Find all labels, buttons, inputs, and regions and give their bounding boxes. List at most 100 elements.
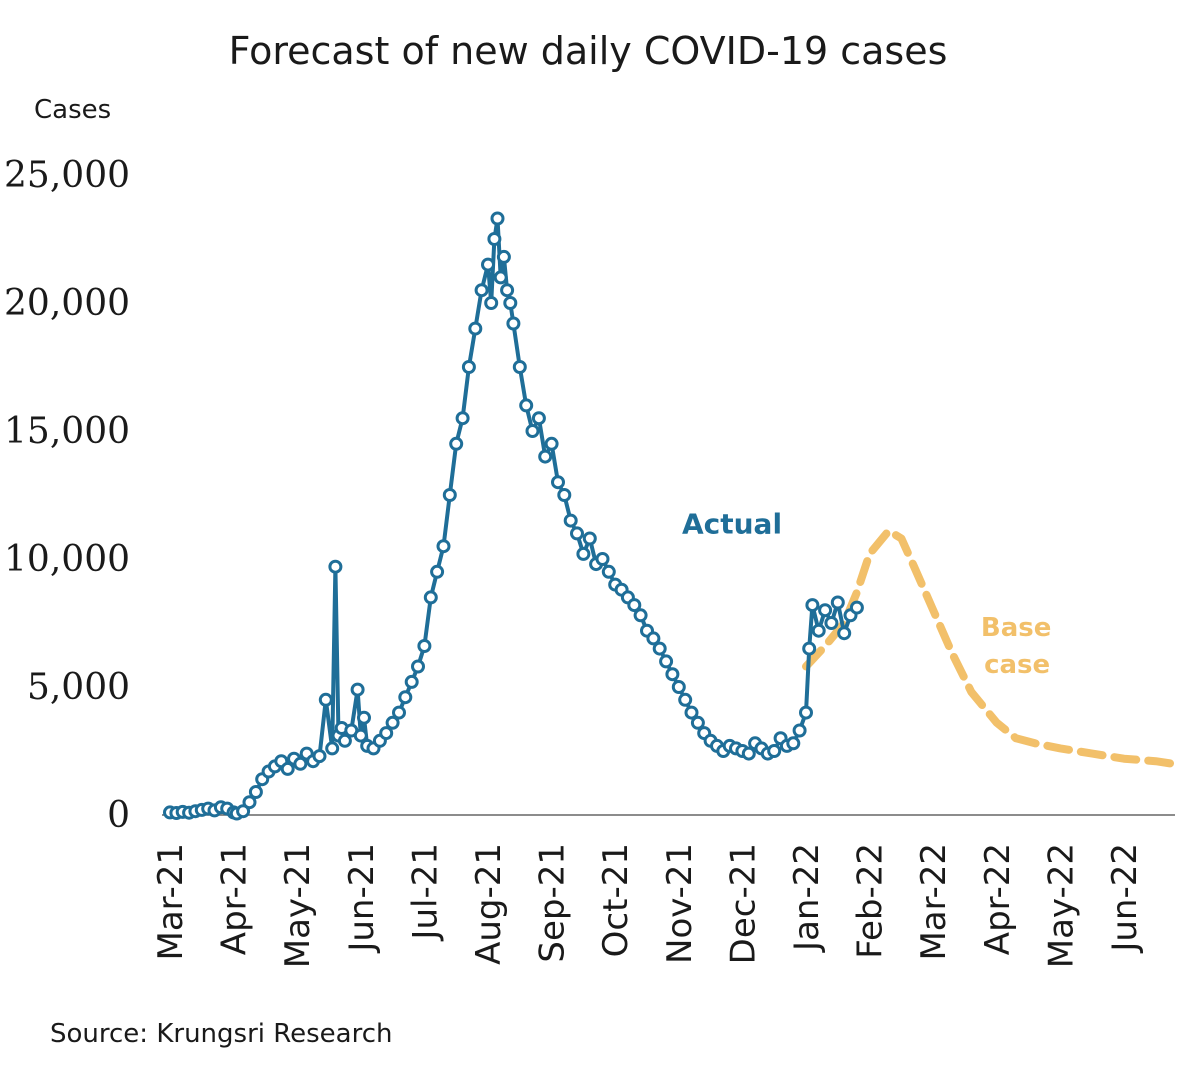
data-point-actual [678,692,693,707]
x-tick-label: Apr-21 [215,843,255,955]
source-note: Source: Krungsri Research [50,1019,393,1049]
data-point-actual [570,526,584,541]
data-point-actual [582,531,597,546]
x-tick-label: Jul-21 [405,843,445,942]
x-tick-label: May-21 [278,843,318,968]
data-point-actual [811,623,826,638]
data-point-actual [474,283,489,298]
data-point-actual [455,411,470,426]
data-point-actual [430,564,445,579]
data-point-actual [531,411,546,426]
data-point-actual [484,296,499,310]
y-tick-label: 0 [107,795,130,836]
x-tick-label: Dec-21 [723,843,763,964]
x-tick-label: May-22 [1041,843,1081,968]
data-point-actual [659,654,674,669]
data-point-actual [404,674,419,689]
x-tick-label: Nov-21 [660,843,700,964]
data-point-actual [337,733,352,748]
annotation-base-case-line1: Base [981,613,1051,643]
data-point-actual [544,436,559,451]
data-point-actual [767,744,782,758]
data-point-actual [538,449,553,464]
y-tick-label: 20,000 [4,283,130,324]
data-point-actual [481,257,495,272]
annotation-base-case-line2: case [984,650,1050,680]
x-tick-label: Sep-21 [533,843,573,963]
data-point-actual [411,659,425,674]
series-layer [163,211,1186,821]
chart-title: Forecast of new daily COVID-19 cases [229,29,948,73]
data-point-actual [802,641,817,656]
x-tick-label: Aug-21 [469,843,509,965]
data-point-actual [379,726,394,741]
data-point-actual [792,723,807,738]
data-point-actual [525,424,540,438]
x-tick-label: Mar-21 [151,843,191,961]
data-point-actual [398,690,413,705]
y-axis-label: Cases [34,95,111,125]
x-tick-label: Mar-22 [914,843,954,961]
data-point-actual [563,513,578,528]
data-point-actual [293,756,308,771]
series-line-base-case [802,526,1186,770]
data-point-actual [442,488,457,502]
data-point-actual [506,316,521,331]
data-point-actual [461,360,476,374]
data-point-actual [242,795,257,810]
data-point-actual [595,552,610,566]
data-point-actual [318,692,333,707]
data-point-actual [500,283,515,298]
x-tick-label: Feb-22 [851,843,891,959]
y-tick-label: 15,000 [4,411,130,452]
data-point-actual [665,667,680,682]
data-point-actual [652,641,667,656]
data-point-actual [280,761,295,776]
data-point-actual [493,270,508,285]
data-point-actual [519,398,534,413]
data-point-actual [312,749,327,764]
data-point-actual [849,600,864,615]
data-point-actual [646,631,661,646]
data-point-actual [576,546,591,561]
data-point-actual [392,705,406,720]
data-point-actual [805,598,820,613]
x-tick-label: Jun-22 [1105,843,1145,954]
data-point-actual [353,728,368,743]
data-point-actual [503,296,518,310]
x-tick-label: Oct-21 [596,843,636,957]
annotation-actual: Actual [682,507,782,540]
data-point-actual [512,360,527,374]
data-point-actual [325,741,340,756]
data-point-actual [385,715,400,730]
data-point-actual [741,746,756,761]
data-point-actual [350,682,365,697]
data-point-actual [236,804,251,819]
data-point-actual [449,436,464,451]
data-point-actual [830,595,845,610]
data-point-actual [557,488,572,502]
data-point-actual [487,232,502,246]
data-point-actual [490,211,505,226]
data-point-actual [436,539,451,554]
y-tick-labels: 0 5,000 10,000 15,000 20,000 25,000 [4,155,130,836]
data-point-actual [601,564,616,579]
x-tick-labels: Mar-21 Apr-21 May-21 Jun-21 Jul-21 Aug-21 Sep-… [151,843,1145,968]
y-tick-label: 10,000 [4,539,130,580]
data-point-actual [824,616,839,630]
x-tick-label: Jun-21 [342,843,382,954]
data-point-actual [633,608,648,623]
data-point-actual [328,559,343,574]
x-tick-label: Jan-22 [787,843,827,953]
data-point-actual [248,785,263,799]
data-point-actual [496,249,511,264]
x-tick-label: Apr-22 [978,843,1018,955]
data-point-actual [468,321,483,336]
data-point-actual [837,626,852,641]
data-point-actual [690,715,705,730]
data-point-actual [671,680,686,694]
data-point-actual [799,705,813,720]
data-point-actual [423,590,438,605]
data-point-actual [627,598,642,613]
